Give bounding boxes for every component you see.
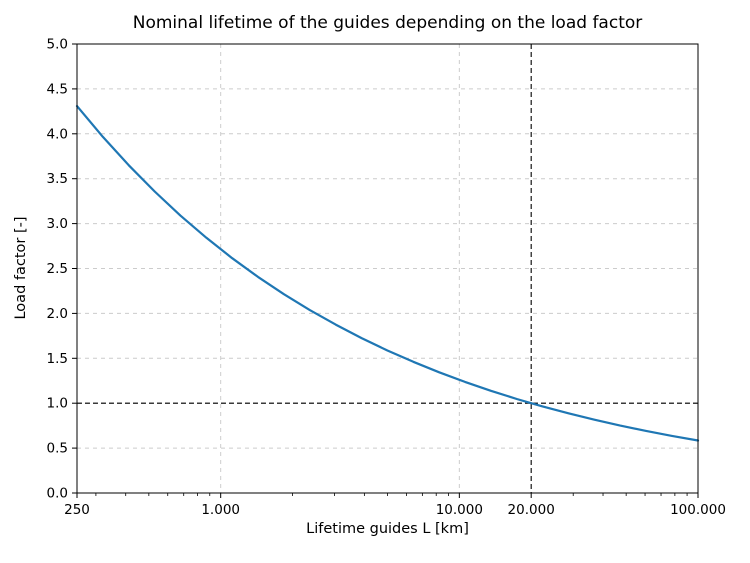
x-tick-label: 250 <box>64 502 90 518</box>
y-tick-label: 2.0 <box>47 306 68 322</box>
series-load-factor-curve <box>75 104 700 442</box>
y-tick-label: 4.5 <box>47 81 68 97</box>
y-tick-label: 5.0 <box>47 37 68 53</box>
y-tick-label: 3.0 <box>47 216 68 232</box>
plot-border <box>76 43 699 494</box>
chart-title: Nominal lifetime of the guides depending… <box>132 13 643 33</box>
y-axis-label: Load factor [-] <box>13 216 29 320</box>
y-tick-label: 0.5 <box>47 441 68 457</box>
y-tick-label: 4.0 <box>47 126 68 142</box>
y-tick-label: 3.5 <box>47 171 68 187</box>
y-tick-label: 0.0 <box>47 486 68 502</box>
x-axis-label: Lifetime guides L [km] <box>306 521 469 537</box>
y-tick-label: 1.0 <box>47 396 68 412</box>
x-tick-label: 20.000 <box>508 502 555 518</box>
y-tick-label: 1.5 <box>47 351 68 367</box>
x-tick-label: 100.000 <box>670 502 726 518</box>
x-tick-label: 1.000 <box>201 502 240 518</box>
y-tick-label: 2.5 <box>47 261 68 277</box>
x-tick-label: 10.000 <box>436 502 483 518</box>
